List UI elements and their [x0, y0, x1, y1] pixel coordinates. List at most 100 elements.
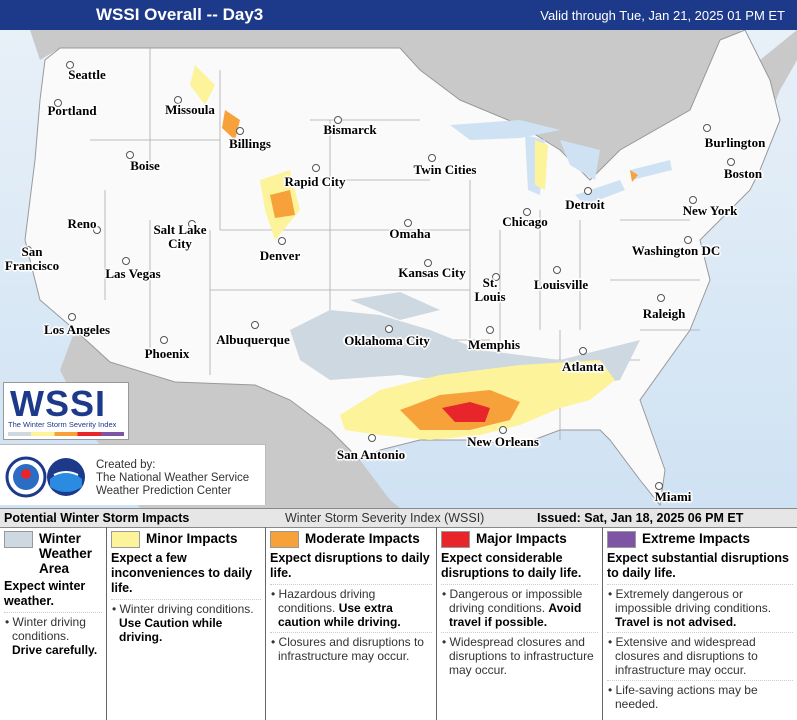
city-dot: [66, 61, 74, 69]
city-dot: [126, 151, 134, 159]
city-label: Miami: [654, 489, 692, 504]
credit-text: Created by: The National Weather Service…: [96, 459, 249, 498]
bullet-mark: •: [442, 635, 450, 649]
logo-bar: [8, 432, 124, 436]
bullet-text: Life-saving actions may be needed.: [615, 683, 758, 711]
city-dot: [24, 246, 32, 254]
city-label: Twin Cities: [413, 162, 477, 177]
city-label: Denver: [259, 248, 301, 263]
city-dot: [579, 347, 587, 355]
bullet: • Hazardous driving conditions. Use extr…: [270, 584, 432, 629]
city-label: Albuquerque: [216, 332, 290, 347]
city-dot: [404, 219, 412, 227]
city-label: New York: [682, 203, 738, 218]
legend-heading: Major Impacts: [441, 531, 598, 548]
city-label: Washington DC: [631, 243, 721, 258]
bullet-text: Winter driving conditions.: [119, 602, 254, 616]
legend-heading: Extreme Impacts: [607, 531, 793, 548]
bullet-text: Dangerous or impossible driving conditio…: [449, 587, 583, 615]
city-label: Boise: [130, 158, 160, 173]
bullet-mark: •: [442, 587, 450, 601]
issued-time: Issued: Sat, Jan 18, 2025 06 PM ET: [537, 511, 744, 525]
swatch: [270, 531, 299, 548]
bullet-text: Closures and disruptions to infrastructu…: [278, 635, 424, 663]
city-label: San Francisco: [4, 244, 60, 273]
swatch: [607, 531, 636, 548]
legend-column: Moderate Impacts Expect disruptions to da…: [266, 527, 437, 720]
city-dot: [727, 158, 735, 166]
map: Seattle Portland Missoula Bismarck Boise Bill…: [0, 30, 797, 508]
legend-heading: Moderate Impacts: [270, 531, 432, 548]
city-dot: [428, 154, 436, 162]
logo-name: WSSI: [10, 383, 107, 424]
city-dot: [174, 96, 182, 104]
city-label: Phoenix: [144, 346, 190, 361]
bullet-text: Widespread closures and disruptions to i…: [449, 635, 594, 677]
city-label: Burlington: [704, 135, 766, 150]
city-label: Atlanta: [562, 359, 604, 374]
bullet-mark: •: [608, 587, 616, 601]
city-dot: [160, 336, 168, 344]
city-dot: [368, 434, 376, 442]
city-label: Detroit: [565, 197, 605, 212]
city-dot: [553, 266, 561, 274]
bullet: • Life-saving actions may be needed.: [607, 680, 793, 711]
bullet-emphasis: Travel is not advised.: [615, 615, 737, 629]
city-label: Bismarck: [323, 122, 377, 137]
bullet-text: Extremely dangerous or impossible drivin…: [615, 587, 772, 615]
city-dot: [424, 259, 432, 267]
city-label: St. Louis: [474, 275, 506, 304]
bullet-mark: •: [608, 683, 616, 697]
category-title: Major Impacts: [476, 531, 567, 546]
bullet: • Winter driving conditions. Drive caref…: [4, 612, 102, 657]
city-label: Oklahoma City: [344, 333, 430, 348]
swatch: [441, 531, 470, 548]
swatch: [111, 531, 140, 548]
bullet: • Closures and disruptions to infrastruc…: [270, 632, 432, 663]
city-dot: [584, 187, 592, 195]
city-dot: [236, 127, 244, 135]
city-dot: [523, 208, 531, 216]
city-label: Memphis: [468, 337, 520, 352]
logo-subtitle: The Winter Storm Severity Index: [8, 420, 117, 429]
legend: Winter Weather Area Expect winter weather…: [0, 527, 797, 720]
bullet-mark: •: [5, 615, 13, 629]
credit: Created by: The National Weather Service…: [0, 444, 266, 505]
category-summary: Expect a few inconveniences to daily lif…: [111, 551, 253, 595]
bullet-mark: •: [271, 587, 279, 601]
city-dot: [122, 257, 130, 265]
valid-time: Valid through Tue, Jan 21, 2025 01 PM ET: [540, 8, 785, 23]
bullet: • Widespread closures and disruptions to…: [441, 632, 598, 677]
bullet-text: Hazardous driving conditions.: [278, 587, 376, 615]
city-label: Los Angeles: [43, 322, 111, 337]
city-dot: [251, 321, 259, 329]
city-dot: [278, 237, 286, 245]
wssi-logo: WSSI The Winter Storm Severity Index: [3, 382, 129, 440]
city-label: Raleigh: [642, 306, 686, 321]
category-summary: Expect considerable disruptions to daily…: [441, 551, 582, 580]
bullet-text: Extensive and widespread closures and di…: [615, 635, 758, 677]
title: WSSI Overall -- Day3: [96, 5, 264, 24]
bullet-emphasis: Use Caution while driving.: [119, 616, 223, 644]
city-dot: [68, 313, 76, 321]
legend-column: Major Impacts Expect considerable disrupt…: [437, 527, 603, 720]
agency-logos: [5, 456, 85, 498]
swatch: [4, 531, 33, 548]
city-label: Louisville: [533, 277, 589, 292]
city-label: Salt Lake City: [153, 222, 207, 251]
bullet-mark: •: [271, 635, 279, 649]
category-title: Minor Impacts: [146, 531, 238, 546]
legend-heading: Minor Impacts: [111, 531, 261, 548]
city-dot: [689, 196, 697, 204]
bullet: • Extremely dangerous or impossible driv…: [607, 584, 793, 629]
credit-line: Created by:: [96, 459, 156, 471]
city-dot: [655, 482, 663, 490]
city-label: Billings: [229, 136, 271, 151]
city-dot: [499, 426, 507, 434]
bullet-emphasis: Drive carefully.: [12, 643, 98, 657]
category-title: Winter Weather Area: [39, 531, 93, 576]
category-summary: Expect substantial disruptions to daily …: [607, 551, 789, 580]
city-dot: [486, 326, 494, 334]
city-label: Boston: [723, 166, 763, 181]
